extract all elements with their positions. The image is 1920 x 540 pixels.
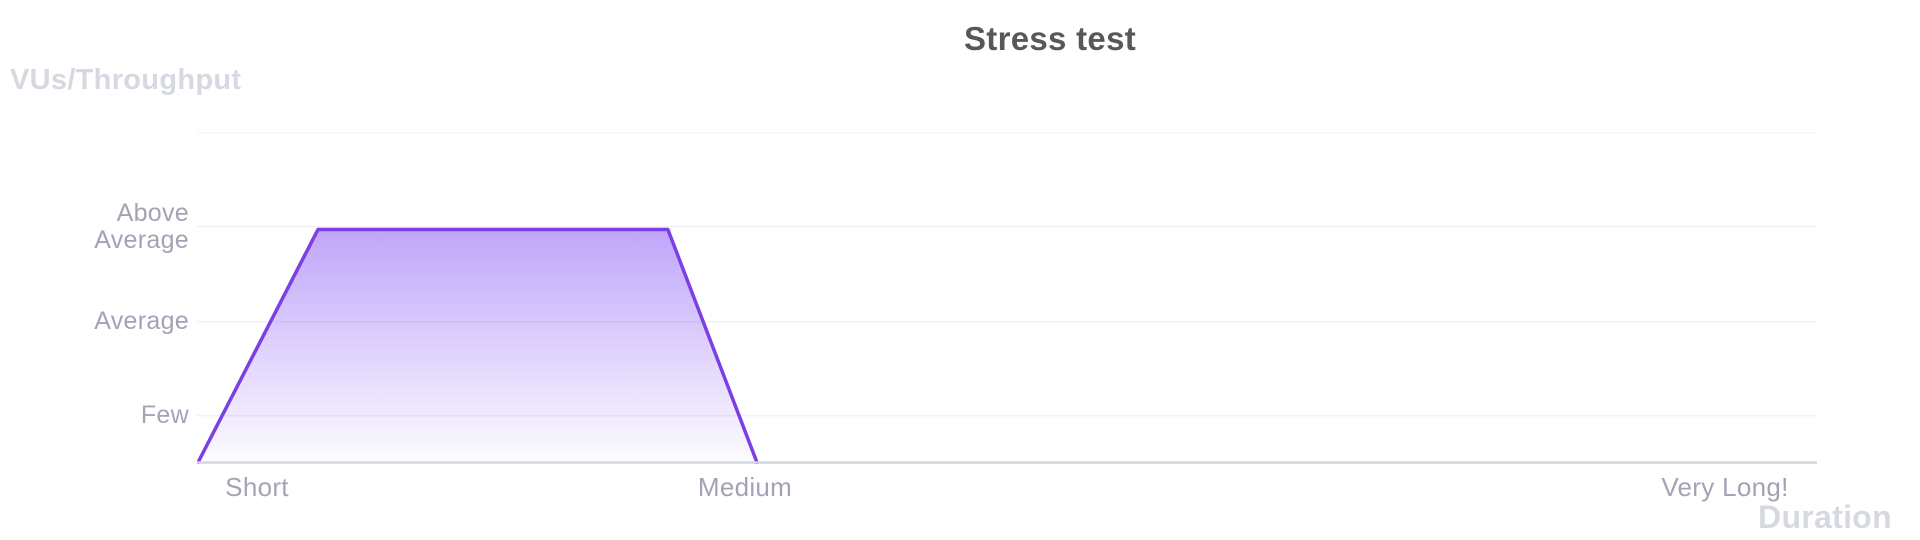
x-tick-very-long: Very Long!: [1661, 472, 1789, 502]
y-tick-few: Few: [140, 401, 189, 429]
load-profile-line: [197, 227, 759, 464]
x-axis-label: Duration: [1758, 499, 1892, 535]
chart-canvas: [197, 132, 1817, 464]
x-tick-medium: Medium: [697, 472, 793, 502]
y-axis-label: VUs/Throughput: [10, 64, 242, 96]
chart-title: Stress test: [963, 20, 1137, 57]
load-profile-area: [198, 229, 757, 463]
x-tick-short: Short: [225, 472, 289, 502]
y-tick-above-average: Above Average: [94, 199, 189, 254]
y-tick-average: Average: [94, 307, 189, 335]
